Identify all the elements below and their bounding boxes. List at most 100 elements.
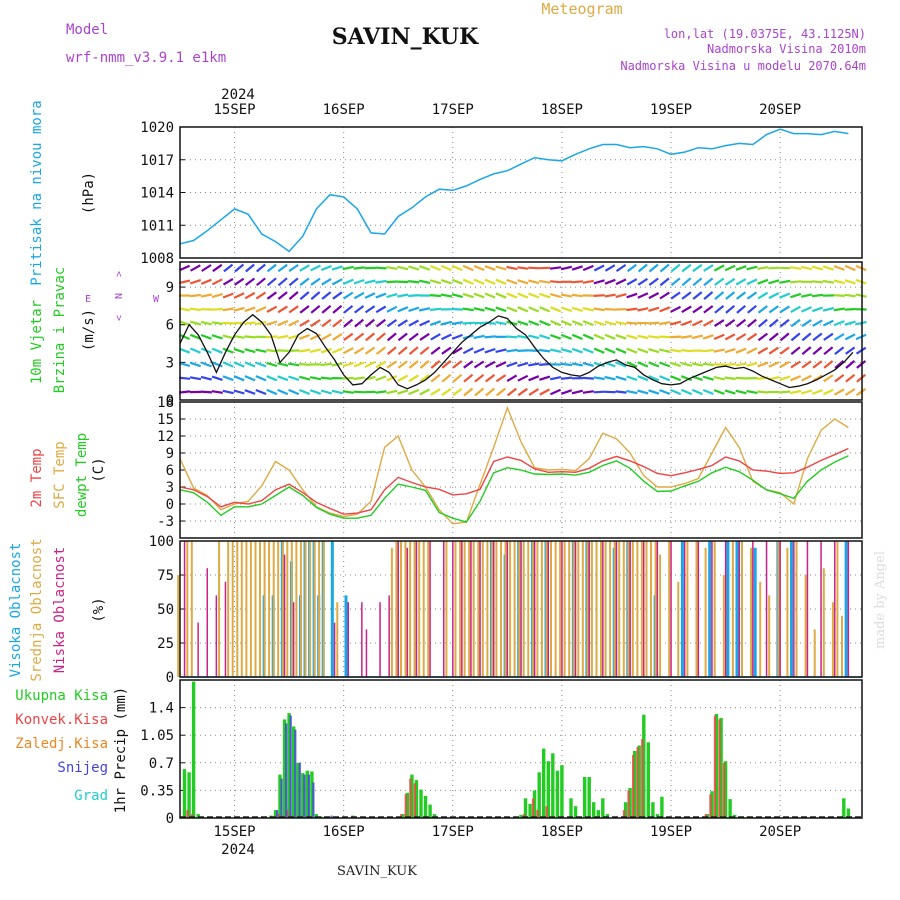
wind-arrow [692, 277, 703, 287]
wind-arrow [823, 374, 834, 383]
cloud-mid-bar [481, 541, 484, 677]
precip-total-bar [519, 814, 523, 818]
cloud-mid-bar [509, 541, 512, 677]
wind-arrow [211, 307, 223, 311]
x-tick-label-bottom: 15SEP [213, 824, 255, 840]
wind-arrow [277, 319, 289, 327]
y-tick-label: 3 [166, 480, 174, 496]
wind-arrow [670, 361, 682, 368]
wind-arrow [571, 293, 583, 298]
cloud-mid-bar [654, 541, 657, 677]
cloud-mid-bar [422, 541, 425, 677]
wind-arrow [473, 347, 485, 354]
precip-total-bar [423, 795, 428, 818]
wind-arrow [452, 360, 463, 369]
cloud-mid-bar [668, 541, 671, 677]
wind-arrow [299, 333, 311, 340]
precip-snow-bar [294, 729, 297, 818]
wind-arrow [375, 305, 387, 314]
wind-arrow [255, 388, 267, 396]
wind-arrow [659, 306, 671, 313]
wind-arrow [233, 347, 245, 354]
wind-arrow [462, 321, 474, 325]
lonlat-label: lon,lat (19.0375E, 43.1125N) [664, 27, 866, 41]
y-tick-label: 12 [157, 429, 174, 445]
wind-arrow [200, 390, 212, 394]
wind-arrow [495, 306, 507, 313]
wind-arrow [855, 320, 867, 326]
cloud-low-bar [429, 541, 431, 677]
wind-arrow [714, 305, 725, 314]
wind-arrow [735, 265, 747, 271]
dir-north-label: N [114, 293, 125, 299]
wind-arrow [320, 264, 332, 272]
wind-arrow [441, 346, 452, 355]
wind-arrow [615, 375, 627, 381]
wind-arrow [506, 278, 518, 285]
wind-arrow [331, 389, 343, 395]
precip-total-bar [191, 681, 196, 818]
wind-arrow [812, 332, 823, 342]
cloud-low-bar [470, 541, 472, 677]
wind-arrow [495, 361, 507, 368]
y-tick-label: 6 [166, 318, 174, 334]
cloud-low-bar [834, 541, 836, 677]
wind-arrow [256, 263, 266, 273]
wind-arrow [408, 280, 420, 284]
wind-arrow [506, 306, 518, 313]
wind-arrow [288, 375, 300, 381]
model-label: Model [66, 22, 108, 38]
y-tick-label: 100 [149, 534, 174, 550]
wind-arrow [833, 294, 845, 297]
wind-arrow [844, 320, 856, 326]
cloud-mid-bar [550, 541, 552, 677]
wind-arrow [441, 387, 452, 397]
cloud-high-bar [790, 541, 793, 677]
wind-arrow [724, 333, 736, 341]
wind-arrow [190, 264, 201, 272]
cloud-mid-bar [695, 541, 698, 677]
wind-arrow [517, 374, 529, 382]
wind-arrow [266, 320, 278, 326]
wind-arrow [713, 264, 725, 272]
wind-arrow [670, 277, 681, 287]
precip-total-bar [196, 814, 200, 818]
wind-arrow [277, 388, 289, 396]
wind-arrow [320, 376, 333, 380]
y-tick-label: 3 [166, 355, 174, 371]
precip-total-bar [719, 717, 723, 818]
wind-arrow [462, 292, 474, 299]
wind-arrow [604, 278, 616, 285]
wind-arrow [299, 362, 311, 366]
wind-arrow [757, 318, 768, 328]
wind-arrow [626, 292, 638, 299]
cloud-mid-bar [409, 541, 412, 677]
wind-arrow [244, 277, 256, 286]
wind-arrow [485, 374, 496, 383]
wind-arrow [637, 389, 649, 395]
cloud-low-bar [215, 595, 218, 677]
wind-arrow [626, 361, 638, 368]
wind-arrow [331, 265, 343, 271]
wind-arrow [408, 294, 420, 298]
wind-arrow [648, 348, 660, 354]
wind-arrow [233, 277, 245, 286]
cloud-mid-bar [822, 568, 825, 677]
wind-arrow [386, 293, 398, 299]
wind-arrow [277, 277, 288, 287]
wind-arrow [593, 307, 605, 312]
wind-arrow [659, 321, 671, 326]
precip-total-bar [410, 774, 414, 818]
wind-arrow [691, 319, 703, 327]
cloud-mid-bar [631, 541, 634, 677]
wind-arrow [659, 389, 671, 395]
wind-arrow [560, 306, 573, 313]
elevation-label: Nadmorska Visina 2010m [707, 42, 866, 56]
cloud-low-bar [397, 541, 399, 677]
precip-conv-bar [536, 810, 539, 818]
wind-arrow [702, 388, 714, 396]
cloud-mid-bar [750, 547, 753, 677]
wind-arrow [365, 332, 375, 342]
wind-arrow [637, 277, 649, 286]
wind-arrow [222, 375, 234, 382]
